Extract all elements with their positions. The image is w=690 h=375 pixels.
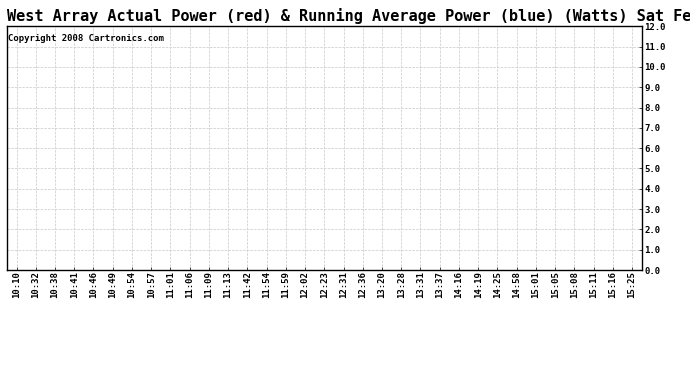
Text: Copyright 2008 Cartronics.com: Copyright 2008 Cartronics.com [8, 34, 164, 43]
Text: West Array Actual Power (red) & Running Average Power (blue) (Watts) Sat Feb 9 1: West Array Actual Power (red) & Running … [7, 8, 690, 24]
